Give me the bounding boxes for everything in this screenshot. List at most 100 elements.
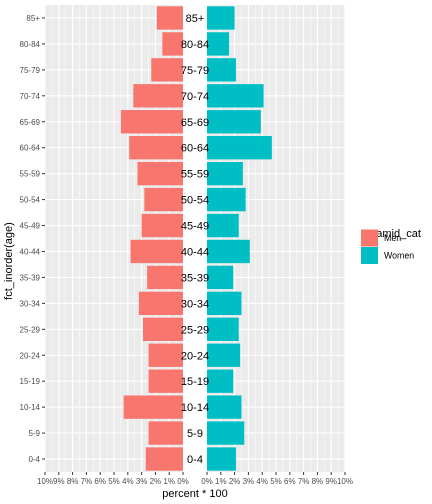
bar-men-75-79 (151, 58, 183, 82)
bar-men-0-4 (145, 447, 183, 471)
center-label-20-24: 20-24 (181, 350, 209, 362)
y-tick-label-15-19: 15-19 (20, 377, 41, 386)
y-tick-label-0-4: 0-4 (28, 455, 40, 464)
x-tick-label: 8% (67, 477, 79, 486)
bar-men-15-19 (148, 369, 183, 393)
bar-men-20-24 (148, 343, 183, 367)
center-label-55-59: 55-59 (181, 169, 209, 181)
legend-swatch-men (361, 229, 378, 247)
bar-women-60-64 (207, 136, 272, 160)
center-label-40-44: 40-44 (181, 246, 209, 258)
y-tick-label-30-34: 30-34 (20, 299, 41, 308)
bar-men-60-64 (129, 136, 183, 160)
x-tick-label: 5% (108, 477, 120, 486)
y-axis-title: fct_inorder(age) (3, 222, 15, 300)
center-label-5-9: 5-9 (187, 428, 203, 440)
x-tick-label: 0% (177, 477, 189, 486)
x-tick-label: 8% (312, 477, 324, 486)
center-label-75-79: 75-79 (181, 65, 209, 77)
bar-men-35-39 (147, 265, 183, 290)
bar-men-65-69 (120, 110, 183, 134)
y-tick-label-5-9: 5-9 (28, 429, 40, 438)
x-tick-label: 7% (298, 477, 310, 486)
bar-women-80-84 (207, 32, 230, 56)
legend-label-men: Men (384, 233, 401, 243)
center-label-10-14: 10-14 (181, 402, 209, 414)
x-tick-label: 6% (284, 477, 296, 486)
bar-women-15-19 (207, 369, 234, 393)
center-label-35-39: 35-39 (181, 272, 209, 284)
center-label-25-29: 25-29 (181, 324, 209, 336)
x-tick-label: 3% (136, 477, 148, 486)
bar-women-5-9 (207, 421, 245, 445)
y-tick-label-25-29: 25-29 (20, 325, 41, 334)
x-tick-label: 0% (201, 477, 213, 486)
bar-women-25-29 (207, 317, 239, 341)
y-axis: 0-4 5-9 10-14 15-19 20-24 25-29 30-34 35-39 40-4… (20, 14, 45, 464)
bar-women-35-39 (207, 265, 234, 290)
bar-women-20-24 (207, 343, 241, 367)
x-tick-label: 3% (243, 477, 255, 486)
x-tick-label: 10% (337, 477, 353, 486)
center-label-45-49: 45-49 (181, 221, 209, 233)
center-label-85+: 85+ (186, 13, 205, 25)
y-tick-label-85+: 85+ (26, 14, 40, 23)
bar-women-45-49 (207, 213, 239, 238)
center-label-0-4: 0-4 (187, 454, 203, 466)
y-tick-label-45-49: 45-49 (20, 222, 41, 231)
bar-men-40-44 (130, 239, 183, 264)
y-tick-label-10-14: 10-14 (20, 403, 41, 412)
x-tick-label: 7% (81, 477, 93, 486)
center-label-50-54: 50-54 (181, 195, 209, 207)
bar-women-55-59 (207, 161, 243, 186)
y-tick-label-50-54: 50-54 (20, 196, 41, 205)
center-label-60-64: 60-64 (181, 143, 209, 155)
x-tick-label: 2% (229, 477, 241, 486)
bar-men-45-49 (141, 213, 183, 238)
y-tick-label-20-24: 20-24 (20, 351, 41, 360)
bar-women-70-74 (207, 84, 264, 108)
x-tick-label: 9% (53, 477, 65, 486)
center-label-15-19: 15-19 (181, 376, 209, 388)
x-tick-label: 10% (37, 477, 53, 486)
y-tick-label-40-44: 40-44 (20, 247, 41, 256)
center-label-80-84: 80-84 (181, 39, 209, 51)
bar-women-30-34 (207, 291, 242, 316)
x-tick-label: 1% (215, 477, 227, 486)
x-tick-label: 4% (256, 477, 268, 486)
y-tick-label-55-59: 55-59 (20, 170, 41, 179)
x-tick-label: 1% (163, 477, 175, 486)
y-tick-label-35-39: 35-39 (20, 273, 41, 282)
bar-women-85+ (207, 6, 235, 30)
bar-women-65-69 (207, 110, 261, 134)
bar-men-85+ (156, 6, 183, 30)
legend-label-women: Women (384, 251, 414, 261)
y-tick-label-75-79: 75-79 (20, 66, 41, 75)
y-tick-label-60-64: 60-64 (20, 144, 41, 153)
bar-women-40-44 (207, 239, 250, 264)
bar-women-0-4 (207, 447, 236, 471)
center-age-labels: 0-4 5-9 10-14 15-19 20-24 25-29 30-34 35-39 40-4… (181, 13, 209, 466)
x-tick-label: 5% (270, 477, 282, 486)
y-tick-label-70-74: 70-74 (20, 92, 41, 101)
x-tick-label: 2% (150, 477, 162, 486)
center-label-65-69: 65-69 (181, 117, 209, 129)
x-tick-label: 9% (325, 477, 337, 486)
chart-panels (44, 5, 346, 472)
x-axis-title: percent * 100 (162, 488, 227, 500)
y-tick-label-65-69: 65-69 (20, 118, 41, 127)
bar-women-75-79 (207, 58, 236, 82)
bar-men-25-29 (142, 317, 183, 341)
x-tick-label: 4% (122, 477, 134, 486)
bar-men-30-34 (138, 291, 183, 316)
legend-swatch-women (361, 247, 378, 264)
y-tick-label-80-84: 80-84 (20, 40, 41, 49)
bar-men-5-9 (148, 421, 183, 445)
bar-men-10-14 (123, 395, 183, 419)
center-label-70-74: 70-74 (181, 91, 209, 103)
legend: pyramid_cat Men Women (361, 228, 421, 264)
chart-bars (120, 6, 272, 471)
bar-women-10-14 (207, 395, 242, 419)
center-label-30-34: 30-34 (181, 298, 209, 310)
